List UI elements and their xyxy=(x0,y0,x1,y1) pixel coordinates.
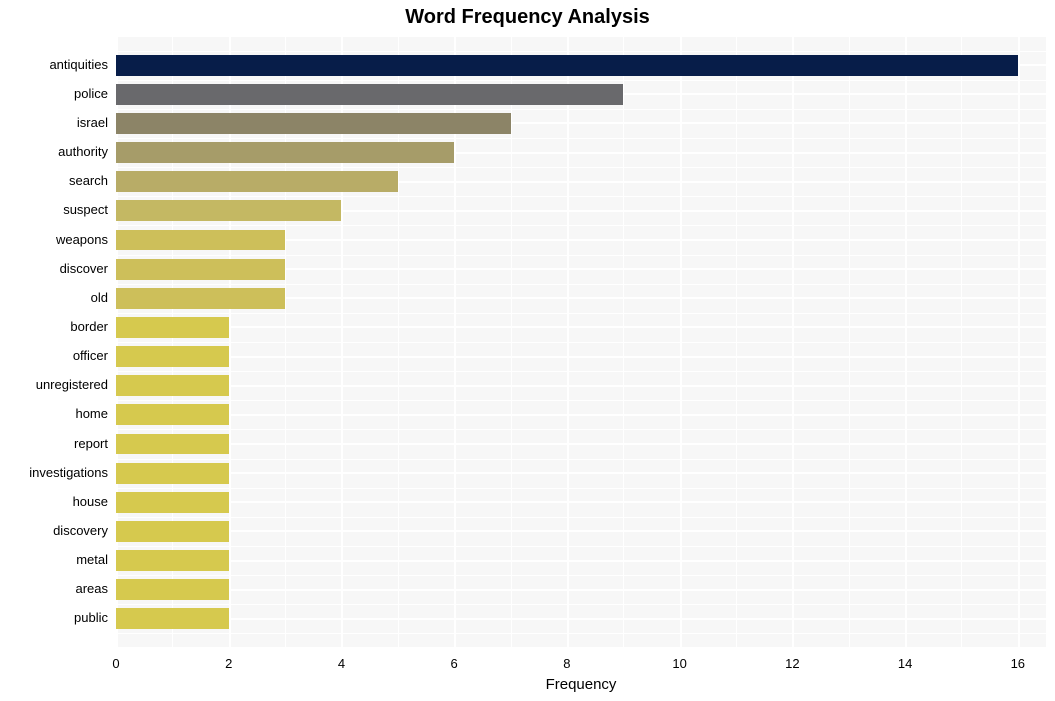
bar xyxy=(116,200,341,221)
x-tick-label: 14 xyxy=(898,656,912,671)
grid-line-horizontal-minor xyxy=(116,488,1046,489)
grid-line-horizontal xyxy=(116,589,1046,591)
bar xyxy=(116,171,398,192)
grid-line-horizontal xyxy=(116,647,1046,649)
grid-line-horizontal xyxy=(116,35,1046,37)
bar xyxy=(116,55,1018,76)
grid-line-horizontal-minor xyxy=(116,371,1046,372)
x-axis-label: Frequency xyxy=(116,676,1046,693)
bar xyxy=(116,230,285,251)
y-tick-label: border xyxy=(0,319,108,334)
y-tick-label: israel xyxy=(0,115,108,130)
chart-title: Word Frequency Analysis xyxy=(0,6,1055,29)
y-tick-label: suspect xyxy=(0,202,108,217)
grid-line-horizontal xyxy=(116,443,1046,445)
grid-line-horizontal-minor xyxy=(116,459,1046,460)
y-tick-label: unregistered xyxy=(0,377,108,392)
x-tick-label: 2 xyxy=(225,656,232,671)
y-tick-label: areas xyxy=(0,581,108,596)
x-tick-label: 16 xyxy=(1011,656,1025,671)
x-tick-label: 0 xyxy=(112,656,119,671)
grid-line-horizontal-minor xyxy=(116,313,1046,314)
grid-line-horizontal-minor xyxy=(116,80,1046,81)
grid-line-horizontal-minor xyxy=(116,633,1046,634)
grid-line-horizontal xyxy=(116,356,1046,358)
grid-line-horizontal-minor xyxy=(116,255,1046,256)
grid-line-horizontal xyxy=(116,501,1046,503)
bar xyxy=(116,492,229,513)
grid-line-horizontal-minor xyxy=(116,604,1046,605)
bar xyxy=(116,375,229,396)
chart-container: Word Frequency Analysis Frequency antiqu… xyxy=(0,0,1055,701)
bar xyxy=(116,288,285,309)
bar xyxy=(116,142,454,163)
y-tick-label: discovery xyxy=(0,523,108,538)
bar xyxy=(116,521,229,542)
y-tick-label: antiquities xyxy=(0,57,108,72)
grid-line-horizontal-minor xyxy=(116,51,1046,52)
grid-line-horizontal-minor xyxy=(116,138,1046,139)
bar xyxy=(116,550,229,571)
bar xyxy=(116,434,229,455)
plot-area xyxy=(116,36,1046,648)
grid-line-horizontal-minor xyxy=(116,196,1046,197)
y-tick-label: officer xyxy=(0,348,108,363)
grid-line-horizontal-minor xyxy=(116,109,1046,110)
x-tick-label: 6 xyxy=(451,656,458,671)
bar xyxy=(116,84,623,105)
bar xyxy=(116,579,229,600)
grid-line-horizontal xyxy=(116,385,1046,387)
grid-line-horizontal xyxy=(116,618,1046,620)
x-tick-label: 4 xyxy=(338,656,345,671)
grid-line-horizontal-minor xyxy=(116,284,1046,285)
grid-line-horizontal xyxy=(116,560,1046,562)
grid-line-horizontal-minor xyxy=(116,575,1046,576)
y-tick-label: authority xyxy=(0,144,108,159)
y-tick-label: search xyxy=(0,173,108,188)
bar xyxy=(116,259,285,280)
y-tick-label: discover xyxy=(0,261,108,276)
grid-line-horizontal-minor xyxy=(116,400,1046,401)
grid-line-horizontal xyxy=(116,414,1046,416)
grid-line-horizontal-minor xyxy=(116,225,1046,226)
y-tick-label: report xyxy=(0,436,108,451)
y-tick-label: home xyxy=(0,406,108,421)
y-tick-label: police xyxy=(0,86,108,101)
y-tick-label: investigations xyxy=(0,465,108,480)
bar xyxy=(116,317,229,338)
x-tick-label: 8 xyxy=(563,656,570,671)
bar xyxy=(116,608,229,629)
y-tick-label: weapons xyxy=(0,232,108,247)
bar xyxy=(116,463,229,484)
grid-line-horizontal-minor xyxy=(116,429,1046,430)
grid-line-horizontal-minor xyxy=(116,342,1046,343)
grid-line-horizontal xyxy=(116,530,1046,532)
y-tick-label: old xyxy=(0,290,108,305)
bar xyxy=(116,113,511,134)
x-tick-label: 12 xyxy=(785,656,799,671)
grid-line-horizontal-minor xyxy=(116,517,1046,518)
bar xyxy=(116,346,229,367)
x-tick-label: 10 xyxy=(672,656,686,671)
y-tick-label: metal xyxy=(0,552,108,567)
bar xyxy=(116,404,229,425)
grid-line-horizontal xyxy=(116,472,1046,474)
y-tick-label: public xyxy=(0,610,108,625)
grid-line-horizontal xyxy=(116,326,1046,328)
y-tick-label: house xyxy=(0,494,108,509)
grid-line-horizontal-minor xyxy=(116,167,1046,168)
grid-line-horizontal-minor xyxy=(116,546,1046,547)
